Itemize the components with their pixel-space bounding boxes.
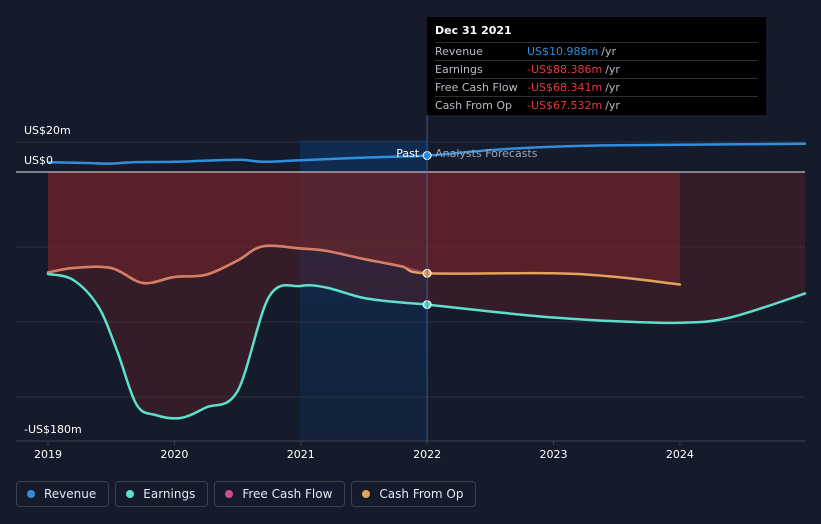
x-tick-label: 2020 xyxy=(160,448,188,461)
legend: Revenue Earnings Free Cash Flow Cash Fro… xyxy=(16,481,477,509)
tooltip-label: Free Cash Flow xyxy=(435,81,518,94)
tooltip-label: Cash From Op xyxy=(435,99,513,112)
legend-label: Free Cash Flow xyxy=(242,487,333,501)
legend-item-earnings[interactable]: Earnings xyxy=(115,481,209,507)
legend-item-revenue[interactable]: Revenue xyxy=(16,481,110,507)
tooltip-label: Earnings xyxy=(435,63,483,76)
legend-label: Revenue xyxy=(44,487,97,501)
tooltip-row-earnings: Earnings -US$88.386m /yr xyxy=(435,60,758,78)
tooltip-value: -US$88.386m xyxy=(527,63,603,76)
tooltip-value: -US$68.341m xyxy=(527,81,603,94)
tooltip-date: Dec 31 2021 xyxy=(435,24,512,37)
legend-dot-icon xyxy=(27,490,35,498)
tooltip-value: -US$67.532m xyxy=(527,99,603,112)
tooltip-row-cash-from-op: Cash From Op -US$67.532m /yr xyxy=(435,96,758,114)
tooltip-row-revenue: Revenue US$10.988m /yr xyxy=(435,42,758,60)
y-label-top: US$20m xyxy=(24,124,71,137)
cash-negative-area xyxy=(48,172,680,285)
tooltip-unit: /yr xyxy=(605,63,620,76)
legend-label: Earnings xyxy=(143,487,196,501)
tooltip-value: US$10.988m xyxy=(527,45,599,58)
tooltip-unit: /yr xyxy=(601,45,616,58)
legend-dot-icon xyxy=(362,490,371,498)
series-line-revenue xyxy=(46,142,807,165)
legend-item-cash-from-op[interactable]: Cash From Op xyxy=(351,481,477,507)
x-tick-label: 2021 xyxy=(287,448,315,461)
legend-item-free-cash-flow[interactable]: Free Cash Flow xyxy=(214,481,346,507)
tooltip-unit: /yr xyxy=(605,99,620,112)
label-layer: US$20m US$0 -US$180m Past Analysts Forecasts… xyxy=(24,124,694,461)
legend-label: Cash From Op xyxy=(379,487,464,501)
series-line-earnings xyxy=(46,272,807,420)
tooltip-unit: /yr xyxy=(605,81,620,94)
forecast-label: Analysts Forecasts xyxy=(435,147,538,160)
tooltip-row-free-cash-flow: Free Cash Flow -US$68.341m /yr xyxy=(435,78,758,96)
legend-dot-icon xyxy=(126,490,135,498)
tooltip-label: Revenue xyxy=(435,45,483,58)
axis-layer xyxy=(16,115,805,445)
legend-dot-icon xyxy=(225,490,234,498)
series-line-free-cash-flow xyxy=(47,244,428,284)
tooltip: Dec 31 2021 Revenue US$10.988m /yr Earni… xyxy=(427,17,766,115)
line-layer xyxy=(46,142,807,420)
x-tick-label: 2019 xyxy=(34,448,62,461)
earnings-negative-area xyxy=(48,172,805,419)
area-layer xyxy=(48,172,805,419)
x-tick-label: 2022 xyxy=(413,448,441,461)
x-tick-label: 2024 xyxy=(666,448,694,461)
y-label-zero: US$0 xyxy=(24,154,53,167)
x-tick-label: 2023 xyxy=(540,448,568,461)
past-label: Past xyxy=(396,147,420,160)
y-label-bottom: -US$180m xyxy=(24,423,82,436)
